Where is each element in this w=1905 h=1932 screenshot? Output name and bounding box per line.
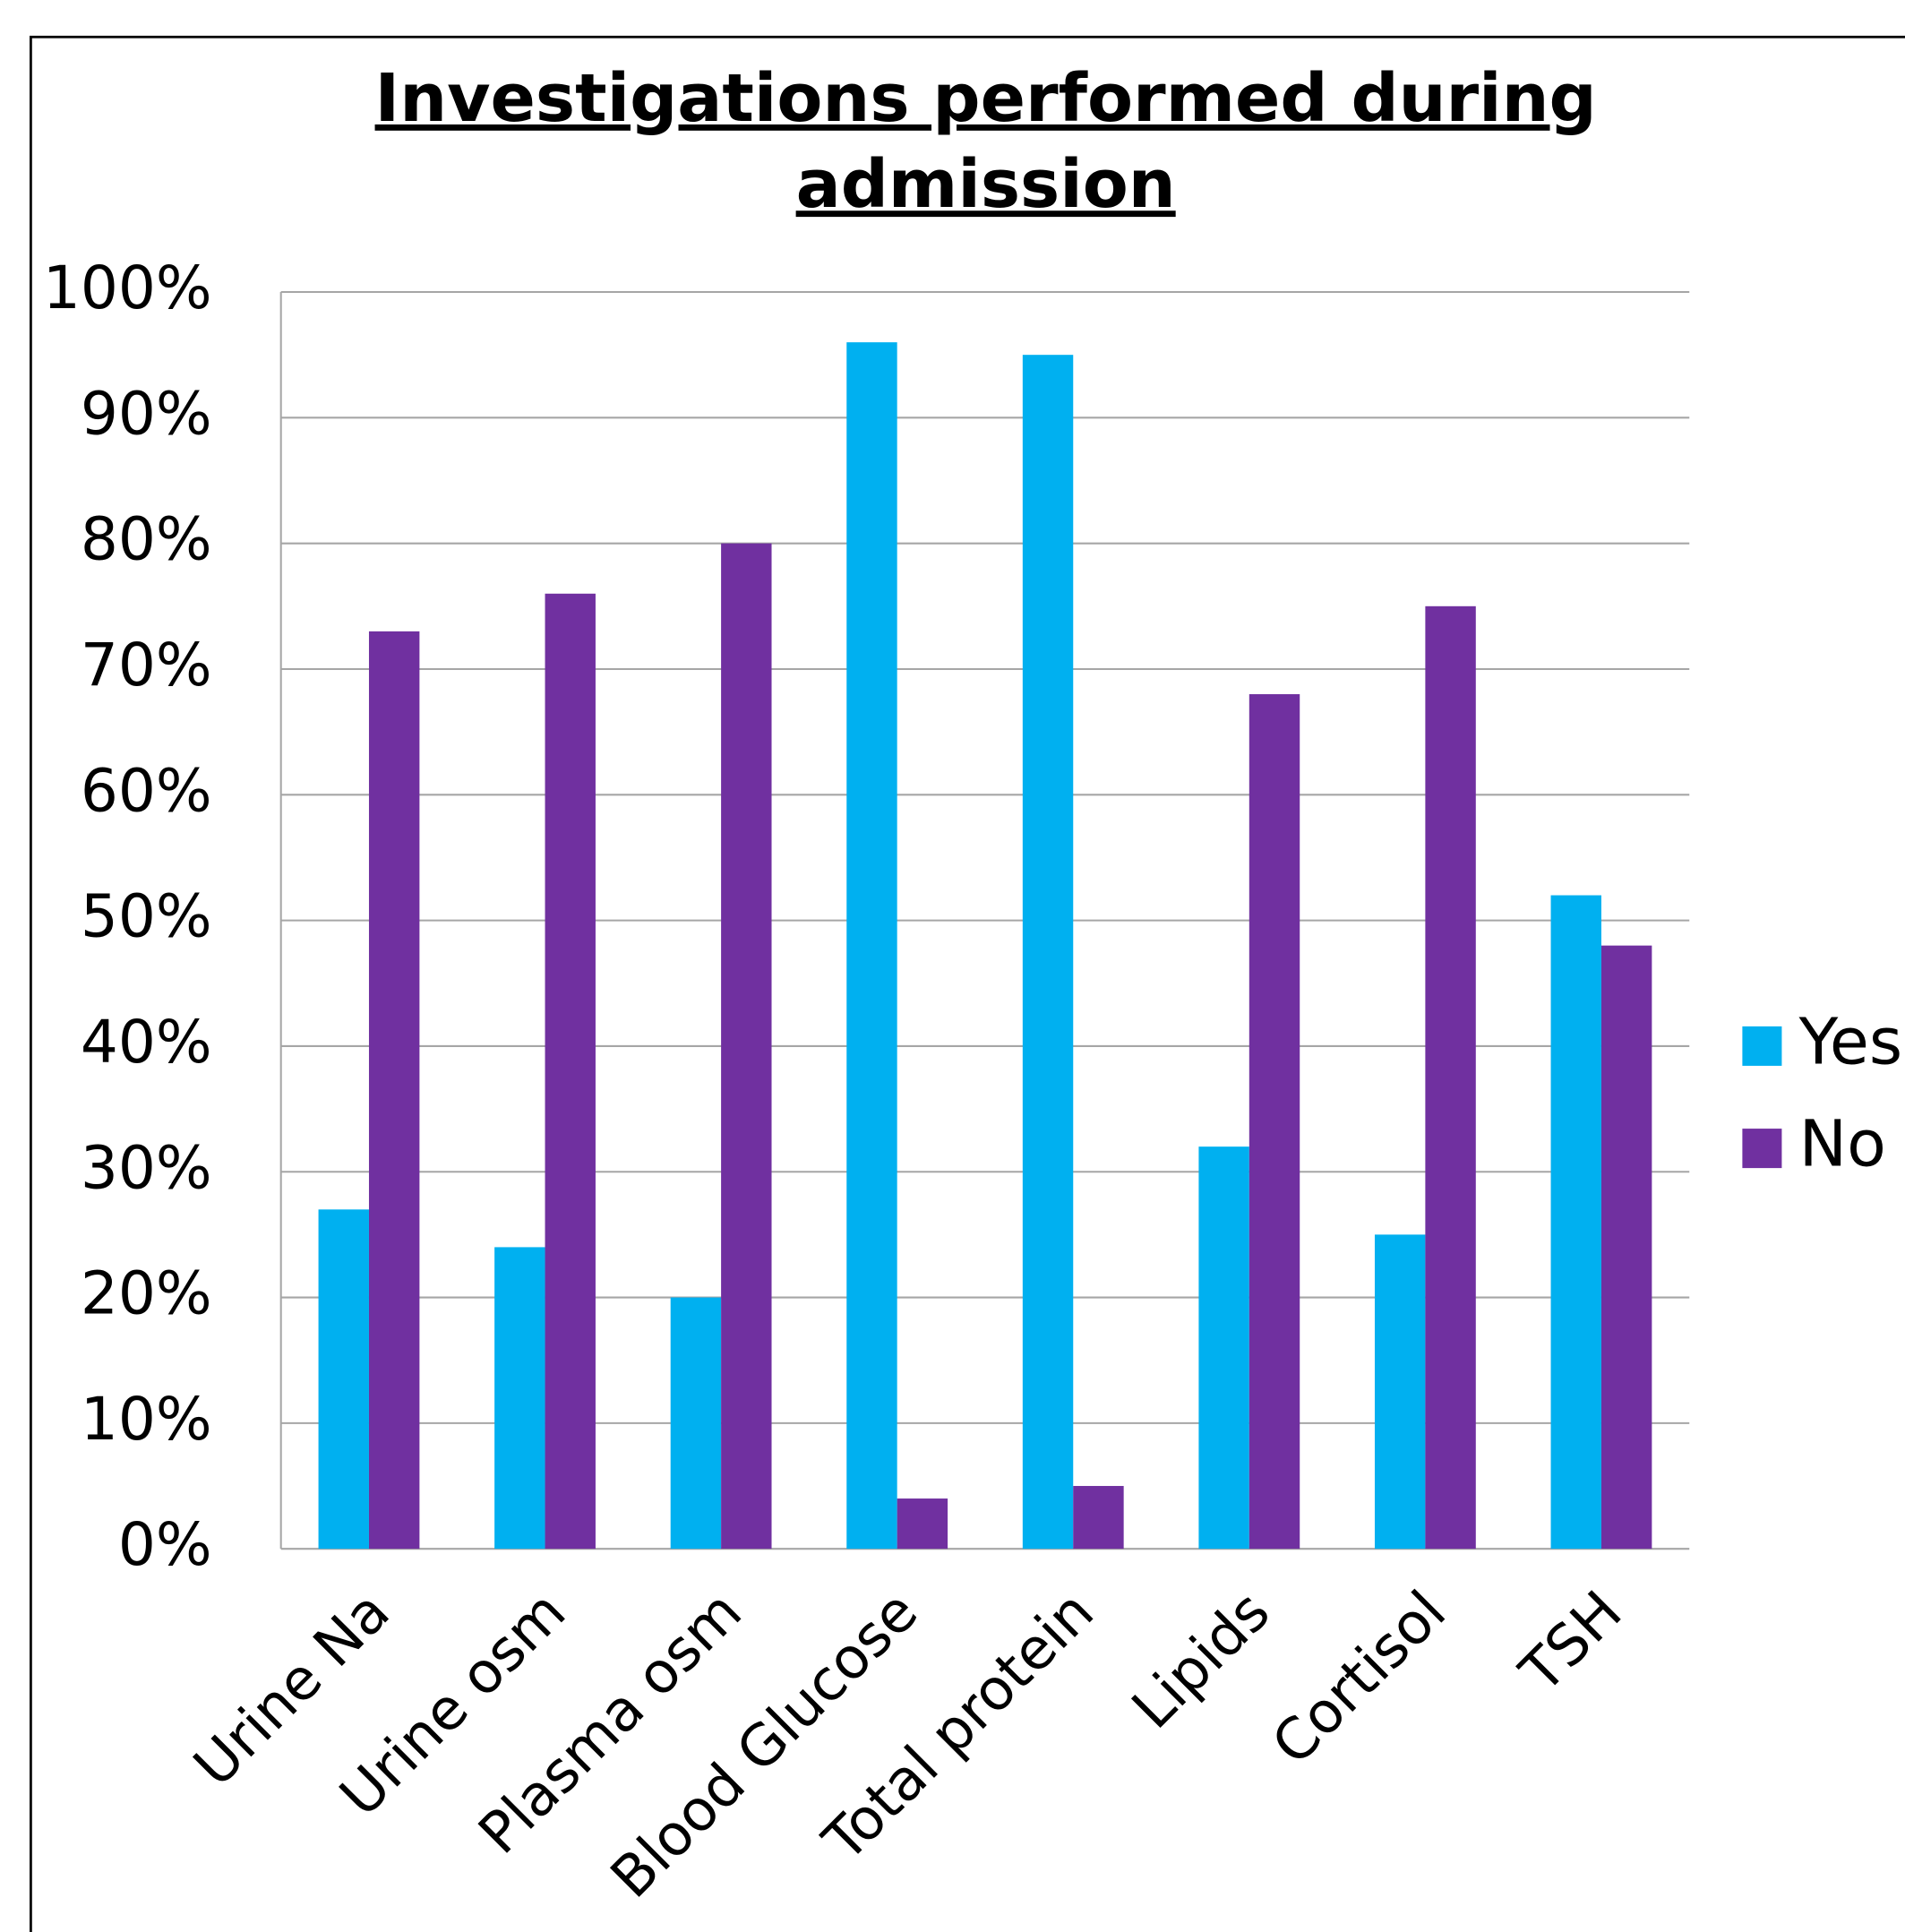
legend-swatch [1742, 1129, 1782, 1169]
bar [1249, 694, 1300, 1550]
y-tick-label: 30% [81, 1133, 212, 1202]
y-tick-label: 20% [81, 1259, 212, 1328]
title-box: Investigations performed during admissio… [374, 59, 1597, 223]
y-tick-label: 90% [81, 379, 212, 448]
y-tick-label: 80% [81, 505, 212, 574]
y-tick-label: 70% [81, 631, 212, 700]
chart-border [30, 35, 1905, 1932]
bar [494, 1247, 545, 1550]
bar [1022, 355, 1074, 1550]
y-tick-label: 10% [81, 1385, 212, 1454]
bar [1374, 1234, 1426, 1550]
bar [1198, 1146, 1249, 1550]
bar [1425, 605, 1476, 1550]
bar [670, 1297, 722, 1550]
bar [846, 342, 897, 1550]
bar [1550, 895, 1601, 1550]
bar [318, 1209, 369, 1550]
y-tick-label: 100% [43, 253, 212, 322]
x-tick-label: TSH [1506, 1578, 1634, 1705]
y-tick-label: 40% [81, 1008, 212, 1077]
bar [1073, 1486, 1124, 1550]
y-tick-label: 60% [81, 756, 212, 825]
y-tick-label: 50% [81, 882, 212, 951]
legend-label: Yes [1798, 1004, 1902, 1078]
x-tick-label: Cortisol [1259, 1578, 1458, 1777]
bar [368, 631, 420, 1550]
x-tick-label: Blood Glucose [597, 1578, 930, 1911]
y-tick-label: 0% [118, 1510, 212, 1579]
bar [545, 593, 596, 1550]
x-tick-label: Lipids [1119, 1578, 1282, 1741]
chart-title: Investigations performed during admissio… [374, 59, 1597, 223]
bar [1600, 945, 1652, 1550]
legend-label: No [1799, 1107, 1886, 1181]
bar [897, 1498, 948, 1550]
legend-swatch [1742, 1026, 1782, 1066]
bar [721, 543, 772, 1550]
